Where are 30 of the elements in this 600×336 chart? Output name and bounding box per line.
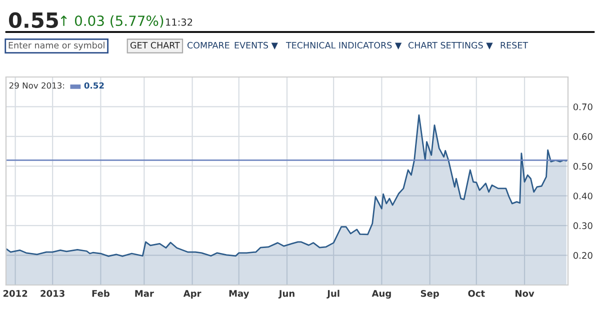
text: CHART SETTINGS ▼: [408, 42, 493, 50]
y-tick-label: 0.40: [573, 192, 592, 200]
y-tick-label: 0.30: [573, 222, 592, 230]
chart-title: 0.55: [8, 12, 58, 28]
x-tick-label: Feb: [92, 290, 110, 297]
x-tick-label: Sep: [420, 290, 439, 299]
x-tick-label: 2012: [3, 290, 28, 297]
y-tick-label: 0.70: [573, 103, 592, 110]
x-tick-label: Aug: [372, 290, 391, 299]
text: 11:32: [166, 18, 192, 26]
text: COMPARE: [187, 42, 230, 49]
x-tick-label: Jun: [278, 290, 294, 299]
y-tick-label: 0.50: [573, 162, 592, 170]
annotation: 29 Nov 2013:: [9, 82, 64, 89]
x-tick-label: Nov: [516, 290, 534, 297]
x-tick-label: May: [229, 290, 250, 299]
text: GET CHART: [130, 42, 180, 49]
x-tick-label: Mar: [135, 290, 154, 297]
x-tick-label: Oct: [468, 290, 485, 297]
text: Enter name or symbol: [8, 42, 104, 50]
text: RESET: [500, 42, 528, 49]
legend-label: 0.52: [84, 82, 104, 89]
chart-subtitle: ↑ 0.03 (5.77%): [60, 15, 164, 28]
y-tick-label: 0.20: [573, 252, 592, 259]
x-tick-label: 2013: [40, 290, 64, 297]
x-tick-label: Jul: [326, 290, 340, 299]
x-tick-label: Apr: [183, 290, 202, 299]
text: TECHNICAL INDICATORS ▼: [286, 42, 402, 50]
text: EVENTS ▼: [234, 42, 278, 50]
y-tick-label: 0.60: [573, 133, 592, 140]
